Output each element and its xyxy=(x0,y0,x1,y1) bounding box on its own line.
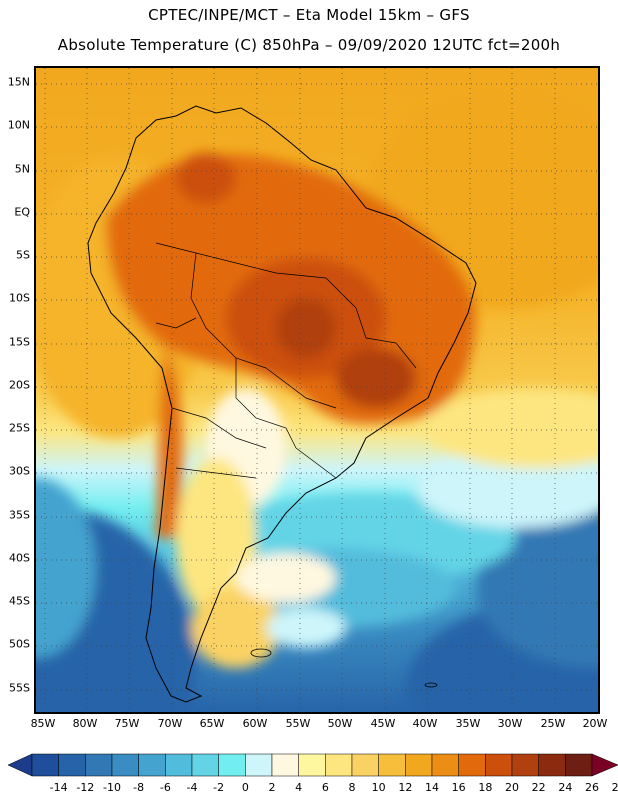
lat-label: 35S xyxy=(9,508,30,522)
colorbar-tick-label: 16 xyxy=(451,781,466,794)
lon-label: 25W xyxy=(540,717,566,730)
lon-label: 35W xyxy=(455,717,481,730)
colorbar-tick-label: 28 xyxy=(611,781,618,794)
lon-label: 40W xyxy=(412,717,438,730)
lon-label: 65W xyxy=(199,717,225,730)
lon-label: 60W xyxy=(242,717,268,730)
colorbar-min-arrow xyxy=(8,753,33,777)
colorbar-swatch xyxy=(218,753,246,777)
lat-label: 20S xyxy=(9,378,30,392)
lat-label: 10N xyxy=(7,118,30,132)
lon-label: 55W xyxy=(285,717,311,730)
colorbar-tick-label: 12 xyxy=(398,781,413,794)
map-svg xyxy=(36,68,598,712)
lat-label: 30S xyxy=(9,464,30,478)
colorbar-swatch xyxy=(538,753,566,777)
colorbar-swatch xyxy=(271,753,299,777)
country-borders xyxy=(155,242,417,479)
graticule xyxy=(36,68,598,712)
colorbar-swatch xyxy=(165,753,193,777)
title-line-1: CPTEC/INPE/MCT – Eta Model 15km – GFS xyxy=(148,6,470,24)
lat-label: 45S xyxy=(9,594,30,608)
lat-label: 5N xyxy=(14,162,30,176)
colorbar-swatch xyxy=(405,753,433,777)
lat-label: 15S xyxy=(9,335,30,349)
lon-label: 30W xyxy=(497,717,523,730)
colorbar-tick-label: -2 xyxy=(213,781,225,794)
colorbar-tick-label: -12 xyxy=(76,781,95,794)
colorbar-swatch xyxy=(138,753,166,777)
colorbar-tick-label: -10 xyxy=(103,781,121,794)
colorbar-swatch xyxy=(351,753,379,777)
colorbar-swatch xyxy=(85,753,113,777)
colorbar-swatch xyxy=(31,753,59,777)
title-line-2: Absolute Temperature (C) 850hPa – 09/09/… xyxy=(57,36,561,54)
colorbar-tick-label: -4 xyxy=(186,781,198,794)
colorbar-swatch xyxy=(298,753,326,777)
lon-label: 75W xyxy=(114,717,140,730)
colorbar-swatch xyxy=(565,753,593,777)
colorbar-swatch xyxy=(458,753,486,777)
south-america-outline xyxy=(87,105,477,703)
lat-label: 15N xyxy=(7,75,30,89)
colorbar-swatch xyxy=(111,753,139,777)
colorbar-tick-label: 4 xyxy=(295,781,303,794)
colorbar-tick-label: 8 xyxy=(348,781,356,794)
lat-label: 5S xyxy=(16,248,30,262)
temperature-field xyxy=(36,88,598,712)
colorbar-swatch xyxy=(431,753,459,777)
colorbar-tick-label: 2 xyxy=(268,781,276,794)
lat-label: 55S xyxy=(9,681,30,695)
colorbar-tick-label: 6 xyxy=(321,781,329,794)
colorbar-tick-label: 18 xyxy=(478,781,493,794)
colorbar-tick-label: 14 xyxy=(425,781,439,794)
lon-label: 45W xyxy=(370,717,396,730)
lat-label: 50S xyxy=(9,637,30,651)
temperature-map xyxy=(34,66,600,714)
colorbar-tick-label: -8 xyxy=(133,781,145,794)
lon-label: 85W xyxy=(30,717,56,730)
colorbar-tick-label: 24 xyxy=(558,781,573,794)
colorbar-tick-label: 0 xyxy=(241,781,249,794)
colorbar-swatch xyxy=(511,753,539,777)
colorbar-swatch xyxy=(245,753,273,777)
lat-label: 10S xyxy=(9,291,30,305)
colorbar-swatch xyxy=(58,753,86,777)
lat-label: EQ xyxy=(14,205,30,219)
colorbar-max-arrow xyxy=(591,753,618,777)
colorbar-tick-label: 26 xyxy=(585,781,599,794)
lon-label: 50W xyxy=(327,717,353,730)
lon-label: 20W xyxy=(582,717,608,730)
colorbar-swatch xyxy=(325,753,353,777)
colorbar-swatch xyxy=(378,753,406,777)
lon-label: 80W xyxy=(72,717,98,730)
colorbar-swatch xyxy=(191,753,219,777)
lat-label: 40S xyxy=(9,551,30,565)
colorbar xyxy=(8,753,618,777)
colorbar-tick-label: -14 xyxy=(49,781,68,794)
colorbar-tick-label: 22 xyxy=(531,781,546,794)
colorbar-tick-label: -6 xyxy=(159,781,171,794)
lon-label: 70W xyxy=(157,717,183,730)
colorbar-tick-label: 10 xyxy=(371,781,386,794)
colorbar-swatch xyxy=(485,753,513,777)
lat-label: 25S xyxy=(9,421,30,435)
colorbar-tick-label: 20 xyxy=(505,781,519,794)
